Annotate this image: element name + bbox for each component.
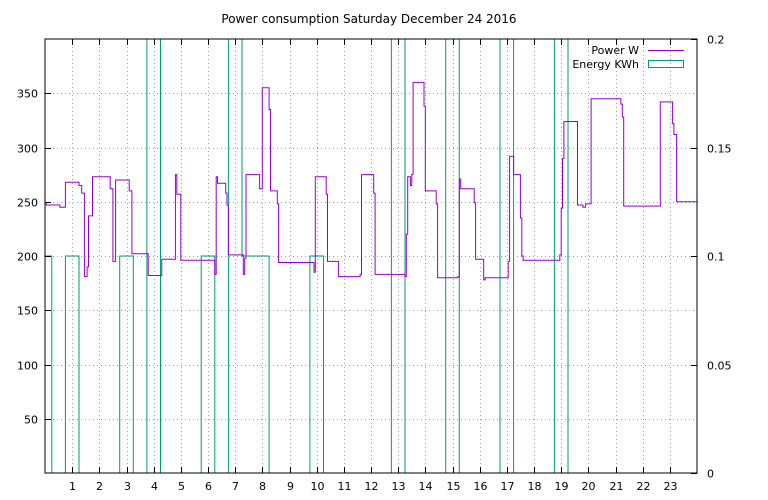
energy-kwh-line bbox=[45, 39, 697, 473]
legend-label: Energy KWh bbox=[572, 58, 639, 71]
x-tick-label: 16 bbox=[474, 480, 488, 493]
x-tick-label: 23 bbox=[664, 480, 678, 493]
x-tick-label: 18 bbox=[528, 480, 542, 493]
y2-tick-label: 0 bbox=[707, 468, 714, 481]
y-tick-label: 50 bbox=[24, 414, 38, 427]
grid-lines bbox=[45, 39, 697, 473]
x-tick-label: 9 bbox=[287, 480, 294, 493]
y-tick-label: 100 bbox=[17, 360, 38, 373]
power-w-line bbox=[45, 81, 697, 281]
legend-swatch-energy bbox=[648, 60, 684, 68]
x-tick-label: 2 bbox=[96, 480, 103, 493]
y-axis-right: 0 0.05 0.1 0.15 0.2 bbox=[691, 34, 732, 481]
y-axis-left: 50 100 150 200 250 300 350 bbox=[17, 88, 51, 427]
y-tick-label: 250 bbox=[17, 197, 38, 210]
x-tick-label: 7 bbox=[232, 480, 239, 493]
x-tick-label: 21 bbox=[610, 480, 624, 493]
x-tick-label: 15 bbox=[447, 480, 461, 493]
x-tick-label: 20 bbox=[582, 480, 596, 493]
x-tick-label: 13 bbox=[392, 480, 406, 493]
x-tick-label: 8 bbox=[259, 480, 266, 493]
x-tick-label: 6 bbox=[205, 480, 212, 493]
x-tick-label: 3 bbox=[124, 480, 131, 493]
energy-series bbox=[45, 39, 697, 473]
x-tick-label: 11 bbox=[338, 480, 352, 493]
legend-label: Power W bbox=[591, 44, 639, 57]
x-tick-label: 14 bbox=[419, 480, 433, 493]
chart-title: Power consumption Saturday December 24 2… bbox=[221, 12, 516, 26]
y2-tick-label: 0.05 bbox=[707, 360, 732, 373]
x-tick-label: 4 bbox=[151, 480, 158, 493]
y-tick-label: 350 bbox=[17, 88, 38, 101]
y2-tick-label: 0.15 bbox=[707, 143, 732, 156]
x-tick-label: 10 bbox=[311, 480, 325, 493]
y2-tick-label: 0.1 bbox=[707, 251, 725, 264]
x-tick-label: 22 bbox=[637, 480, 651, 493]
x-tick-label: 12 bbox=[365, 480, 379, 493]
x-tick-label: 5 bbox=[178, 480, 185, 493]
x-tick-label: 19 bbox=[555, 480, 569, 493]
y2-tick-label: 0.2 bbox=[707, 34, 725, 47]
power-series bbox=[45, 81, 697, 281]
x-tick-label: 17 bbox=[501, 480, 515, 493]
x-tick-label: 1 bbox=[69, 480, 76, 493]
y-tick-label: 300 bbox=[17, 143, 38, 156]
x-axis: 1 2 3 4 5 6 7 8 9 10 11 12 13 14 15 16 17 18 19 20 21 22 23 bbox=[69, 39, 678, 493]
y-tick-label: 150 bbox=[17, 305, 38, 318]
y-tick-label: 200 bbox=[17, 251, 38, 264]
